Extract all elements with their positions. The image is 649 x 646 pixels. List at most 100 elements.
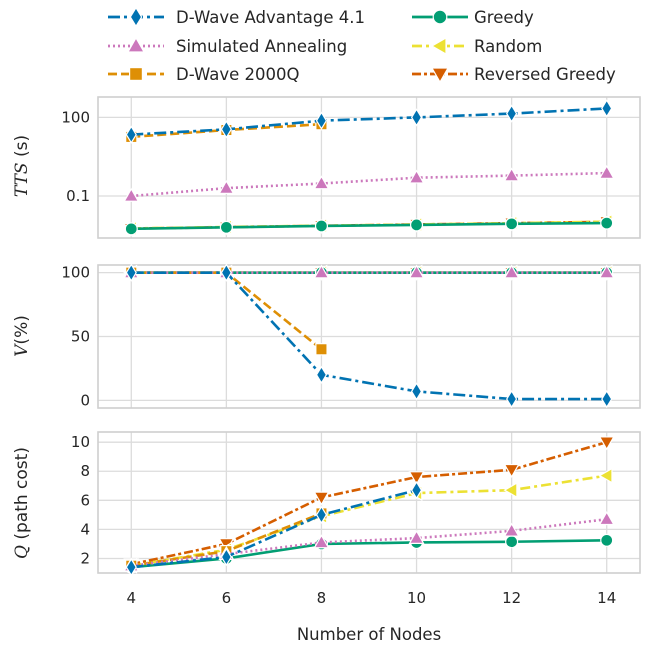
tts-point-greedy — [409, 218, 424, 232]
validity-y-tick-label: 0 — [80, 391, 90, 409]
validity-plot-area: 100 50 0 — [61, 263, 641, 409]
legend-swatch-marker — [430, 67, 450, 84]
tts-point-simulated-annealing — [598, 164, 615, 179]
validity-axis-label: V(%) — [12, 315, 32, 357]
validity-point-d-wave-advantage-4-1 — [220, 263, 232, 282]
cost-point-greedy — [505, 535, 519, 549]
cost-point-simulated-annealing — [408, 529, 425, 544]
tts-point-simulated-annealing — [408, 169, 425, 184]
validity-point-simulated-annealing — [313, 264, 330, 279]
cost-point-simulated-annealing — [503, 522, 520, 537]
cost-panel: 10 8 6 4 2 4 6 8 10 12 14 Q (path cost) — [12, 431, 641, 607]
cost-point-simulated-annealing — [598, 511, 615, 526]
cost-point-random — [598, 467, 613, 484]
cost-point-reversed-greedy — [503, 463, 520, 479]
tts-axis-label: TTS (s) — [12, 135, 32, 197]
legend-label: Random — [474, 37, 542, 56]
cost-x-tick-label: 14 — [597, 589, 616, 607]
cost-x-tick-label: 6 — [222, 589, 232, 607]
tts-panel: 100 0.1 TTS (s) — [12, 96, 641, 239]
tts-background — [98, 97, 640, 238]
validity-point-d-wave-advantage-4-1 — [125, 263, 137, 282]
tts-series-d-wave-advantage-4-1 — [125, 99, 613, 144]
legend-swatch-marker — [430, 36, 447, 56]
validity-point-d-wave-advantage-4-1 — [601, 389, 613, 409]
cost-y-tick-label: 2 — [80, 549, 90, 567]
validity-point-d-wave-advantage-4-1 — [410, 382, 423, 401]
validity-point-d-wave-advantage-4-1 — [506, 389, 518, 409]
cost-x-tick-label: 10 — [407, 589, 426, 607]
legend-swatch-marker — [432, 9, 448, 25]
validity-axis-unit: (%) — [12, 315, 32, 344]
cost-point-greedy — [600, 533, 614, 547]
cost-y-tick-label: 8 — [80, 462, 90, 480]
cost-axis-symbol: Q — [12, 545, 32, 559]
cost-axis-unit: (path cost) — [12, 447, 32, 545]
cost-frame — [97, 431, 641, 574]
legend-swatch-marker — [126, 36, 146, 53]
validity-y-tick-label: 50 — [71, 328, 90, 346]
x-axis-label: Number of Nodes — [297, 625, 441, 644]
tts-point-d-wave-advantage-4-1 — [315, 111, 328, 130]
tts-series-greedy — [124, 216, 614, 236]
legend-entry-simulated-annealing: Simulated Annealing — [108, 36, 347, 56]
tts-line-d-wave-advantage-4-1 — [131, 107, 607, 136]
cost-y-tick-label: 10 — [71, 433, 90, 451]
tts-line-greedy — [131, 221, 607, 231]
legend: D-Wave Advantage 4.1 Greedy Simulated Anne… — [108, 6, 616, 84]
cost-point-reversed-greedy — [408, 471, 425, 486]
cost-point-d-wave-advantage-4-1 — [220, 547, 232, 567]
tts-line-simulated-annealing — [131, 171, 607, 198]
legend-label: Greedy — [474, 8, 534, 27]
tts-point-d-wave-advantage-4-1 — [601, 99, 613, 118]
tts-point-d-wave-advantage-4-1 — [220, 120, 232, 139]
tts-axis-unit: (s) — [12, 135, 32, 163]
cost-x-tick-label: 8 — [317, 589, 327, 607]
tts-point-greedy — [314, 219, 329, 233]
tts-point-simulated-annealing — [218, 179, 235, 194]
cost-line-random — [131, 474, 607, 568]
tts-point-greedy — [219, 220, 233, 234]
validity-point-simulated-annealing — [598, 264, 615, 279]
cost-x-tick-label: 12 — [502, 589, 521, 607]
validity-panel: 100 50 0 V(%) — [12, 263, 641, 409]
cost-axis-label: Q (path cost) — [12, 447, 32, 559]
tts-plot-area: 100 0.1 — [61, 96, 641, 239]
tts-point-greedy — [124, 222, 138, 236]
validity-axis-symbol: V — [12, 343, 32, 357]
tts-axis-symbol: TTS — [12, 162, 32, 197]
cost-y-tick-label: 6 — [80, 491, 90, 509]
tts-point-d-wave-advantage-4-1 — [506, 104, 518, 123]
cost-point-simulated-annealing — [313, 534, 330, 549]
cost-line-d-wave-advantage-4-1 — [131, 488, 417, 569]
tts-point-simulated-annealing — [313, 175, 330, 190]
tts-point-greedy — [505, 217, 519, 231]
legend-swatch-marker — [129, 66, 144, 81]
validity-line-d-wave-advantage-4-1 — [131, 271, 607, 401]
legend-label: Reversed Greedy — [474, 65, 616, 84]
cost-point-reversed-greedy — [598, 436, 615, 451]
validity-series-d-wave-advantage-4-1 — [125, 263, 613, 409]
cost-series-d-wave-advantage-4-1 — [125, 480, 423, 577]
tts-point-simulated-annealing — [503, 167, 520, 182]
validity-point-simulated-annealing — [503, 264, 520, 279]
tts-point-greedy — [600, 216, 614, 230]
legend-entry-reversed-greedy: Reversed Greedy — [412, 65, 616, 84]
legend-entry-random: Random — [412, 36, 542, 56]
tts-point-d-wave-advantage-4-1 — [410, 108, 423, 127]
tts-series-simulated-annealing — [123, 164, 615, 202]
validity-point-simulated-annealing — [408, 264, 425, 279]
legend-entry-d-wave-advantage-4-1: D-Wave Advantage 4.1 — [108, 6, 365, 28]
tts-point-d-wave-advantage-4-1 — [125, 125, 137, 144]
cost-point-d-wave-advantage-4-1 — [410, 480, 423, 500]
cost-y-tick-label: 4 — [80, 520, 90, 538]
cost-point-d-wave-advantage-4-1 — [315, 505, 328, 525]
validity-frame — [97, 264, 641, 409]
validity-point-d-wave-advantage-4-1 — [315, 365, 328, 385]
legend-label: D-Wave Advantage 4.1 — [176, 8, 365, 27]
legend-swatch-marker — [129, 6, 143, 28]
cost-point-d-wave-advantage-4-1 — [125, 557, 137, 577]
legend-label: D-Wave 2000Q — [176, 65, 300, 84]
tts-y-tick-label: 0.1 — [66, 187, 90, 205]
